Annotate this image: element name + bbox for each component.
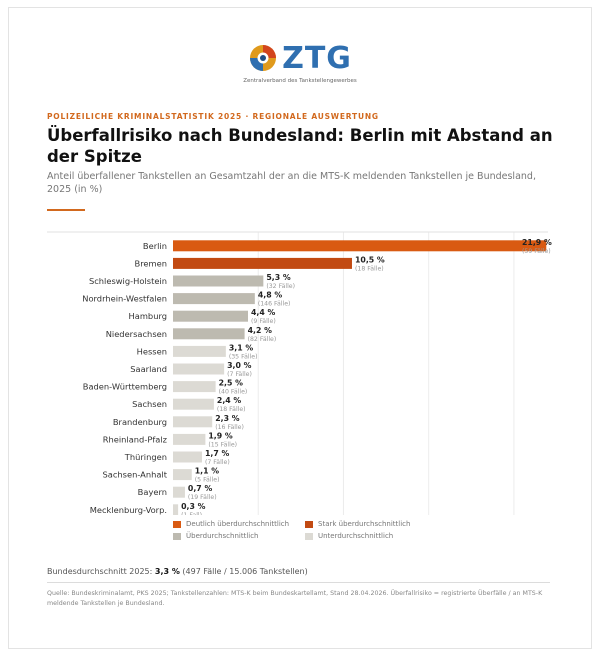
category-label: Brandenburg (113, 417, 167, 427)
value-label: 0,3 % (181, 502, 206, 511)
ztg-logo-icon (250, 45, 277, 71)
value-label: 1,1 % (195, 467, 220, 476)
case-label: (9 Fälle) (251, 318, 276, 325)
value-label: 5,3 % (266, 273, 291, 282)
bar (173, 293, 255, 305)
category-label: Bremen (135, 258, 167, 268)
value-label: 21,9 % (522, 238, 552, 247)
value-label: 2,3 % (215, 414, 240, 423)
case-label: (32 Fälle) (266, 283, 295, 290)
bar (173, 275, 264, 287)
bar (173, 469, 192, 481)
case-label: (40 Fälle) (219, 389, 248, 396)
category-label: Hessen (137, 346, 167, 356)
logo: ZTG Zentralverband des Tankstellengewerb… (0, 40, 600, 85)
category-label: Schleswig-Holstein (89, 276, 167, 286)
case-label: (1 Fall) (181, 512, 202, 515)
bar (173, 328, 245, 340)
bar (173, 257, 352, 269)
value-label: 4,2 % (248, 326, 273, 335)
bar (173, 345, 226, 357)
chart-title: Überfallrisiko nach Bundesland: Berlin m… (47, 126, 553, 166)
category-label: Thüringen (124, 452, 167, 462)
category-label: Mecklenburg-Vorp. (90, 505, 167, 515)
case-label: (82 Fälle) (248, 336, 277, 343)
value-label: 3,1 % (229, 343, 254, 352)
bar (173, 310, 248, 322)
value-label: 4,4 % (251, 308, 276, 317)
legend-swatch-deutlich (173, 520, 181, 528)
bar (173, 381, 216, 393)
legend-label: Überdurchschnittlich (186, 532, 259, 540)
legend-label: Unterdurchschnittlich (318, 532, 394, 540)
category-label: Niedersachsen (106, 329, 167, 339)
bar (173, 504, 179, 515)
legend-swatch-stark (305, 520, 313, 528)
avg-detail: (497 Fälle / 15.006 Tankstellen) (182, 567, 308, 576)
category-label: Nordrhein-Westfalen (82, 294, 167, 304)
legend-item-stark: Stark überdurchschnittlich (305, 520, 433, 528)
legend-swatch-unter (305, 532, 313, 540)
case-label: (15 Fälle) (208, 441, 237, 448)
bar (173, 451, 202, 463)
bar (173, 433, 206, 445)
legend-item-ueber: Überdurchschnittlich (173, 532, 305, 540)
value-label: 4,8 % (258, 291, 283, 300)
avg-value: 3,3 % (154, 567, 180, 576)
category-label: Hamburg (129, 311, 167, 321)
legend-label: Deutlich überdurchschnittlich (186, 520, 290, 528)
case-label: (146 Fälle) (258, 301, 291, 308)
case-label: (16 Fälle) (215, 424, 244, 431)
accent-rule (47, 209, 85, 211)
legend: Deutlich überdurchschnittlich Stark über… (173, 520, 563, 540)
case-label: (18 Fälle) (217, 406, 246, 413)
bar (173, 240, 547, 252)
national-average: Bundesdurchschnitt 2025: 3,3 % (497 Fäll… (47, 567, 308, 576)
bar (173, 363, 225, 375)
case-label: (59 Fälle) (522, 248, 551, 255)
legend-swatch-ueber (173, 532, 181, 540)
case-label: (7 Fälle) (227, 371, 252, 378)
source-note: Quelle: Bundeskriminalamt, PKS 2025; Tan… (47, 590, 543, 607)
footer-divider (47, 582, 550, 583)
category-label: Bayern (138, 487, 167, 497)
case-label: (35 Fälle) (229, 353, 258, 360)
value-label: 1,9 % (208, 431, 233, 440)
category-label: Baden-Württemberg (83, 382, 167, 392)
avg-label: Bundesdurchschnitt 2025: (47, 567, 153, 576)
case-label: (7 Fälle) (205, 459, 230, 466)
logo-text: ZTG (282, 40, 352, 76)
category-label: Berlin (143, 241, 167, 251)
case-label: (18 Fälle) (355, 265, 384, 272)
value-label: 10,5 % (355, 255, 385, 264)
category-label: Saarland (130, 364, 167, 374)
value-label: 2,5 % (219, 379, 244, 388)
value-label: 2,4 % (217, 396, 242, 405)
category-label: Sachsen (132, 399, 167, 409)
value-label: 1,7 % (205, 449, 230, 458)
logo-tagline: Zentralverband des Tankstellengewerbes (243, 78, 357, 84)
legend-item-deutlich: Deutlich überdurchschnittlich (173, 520, 305, 528)
chart-subtitle: Anteil überfallener Tankstellen an Gesam… (47, 171, 536, 195)
legend-label: Stark überdurchschnittlich (318, 520, 411, 528)
case-label: (5 Fälle) (195, 477, 220, 484)
value-label: 0,7 % (188, 484, 213, 493)
case-label: (19 Fälle) (188, 494, 217, 501)
bar (173, 486, 185, 498)
kicker: POLIZEILICHE KRIMINALSTATISTIK 2025 · RE… (47, 112, 379, 121)
bar (173, 416, 213, 428)
chart-card (8, 7, 592, 649)
value-label: 3,0 % (227, 361, 252, 370)
legend-item-unter: Unterdurchschnittlich (305, 532, 437, 540)
category-label: Rheinland-Pfalz (103, 434, 167, 444)
bar (173, 398, 214, 410)
category-label: Sachsen-Anhalt (102, 470, 167, 480)
bar-chart: Berlin 21,9 %(59 Fälle)Bremen 10,5 %(18 Fä… (47, 231, 552, 515)
